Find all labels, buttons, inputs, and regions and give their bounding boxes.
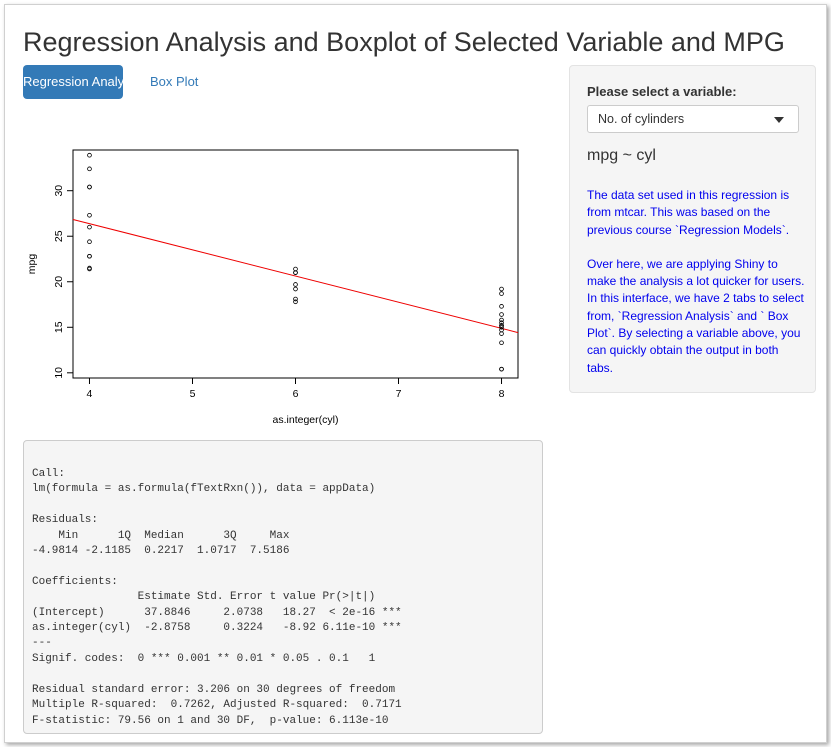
x-tick-label: 8 <box>499 388 505 400</box>
data-point <box>293 286 298 292</box>
sidebar-panel: Please select a variable: No. of cylinde… <box>569 65 816 393</box>
app-window: Regression Analysis and Boxplot of Selec… <box>4 4 827 743</box>
x-tick-label: 4 <box>87 388 93 400</box>
data-point <box>293 270 298 275</box>
fit-line <box>72 218 519 334</box>
y-tick-label: 10 <box>53 367 65 379</box>
y-tick-label: 25 <box>53 230 65 242</box>
data-point <box>293 266 298 272</box>
data-point <box>499 340 504 346</box>
y-tick-label: 30 <box>53 185 65 197</box>
data-point <box>293 299 298 305</box>
description: The data set used in this regression is … <box>587 187 807 394</box>
variable-select-value: No. of cylinders <box>598 112 685 126</box>
data-point <box>87 166 92 172</box>
y-axis-label: mpg <box>26 254 38 275</box>
data-point <box>87 212 92 218</box>
data-point <box>499 312 504 317</box>
data-point <box>499 286 504 292</box>
data-point <box>499 317 504 323</box>
regression-summary-output: Call: lm(formula = as.formula(fTextRxn()… <box>23 440 543 734</box>
data-point <box>87 224 92 230</box>
data-point <box>293 282 298 287</box>
description-paragraph-2: Over here, we are applying Shiny to make… <box>587 256 805 375</box>
x-tick-label: 5 <box>190 388 196 400</box>
data-point <box>499 366 504 372</box>
data-point <box>499 320 504 326</box>
plot-frame <box>72 149 519 379</box>
data-point <box>499 323 504 328</box>
x-tick-label: 6 <box>293 388 299 400</box>
regression-summary-text: Call: lm(formula = as.formula(fTextRxn()… <box>32 468 402 727</box>
data-point <box>293 296 298 302</box>
description-paragraph-1: The data set used in this regression is … <box>587 188 790 237</box>
tab-regression-analysis[interactable]: Regression Analysis <box>23 65 140 99</box>
data-point <box>499 291 504 296</box>
x-axis-label: as.integer(cyl) <box>273 414 339 426</box>
regression-scatter-plot: 4 5 6 7 8 10 15 20 25 30 as.integer(cyl) mpg <box>26 149 519 426</box>
variable-select-label: Please select a variable: <box>587 84 737 99</box>
tab-box-plot[interactable]: Box Plot <box>150 74 199 89</box>
y-tick-label: 15 <box>53 321 65 333</box>
model-formula: mpg ~ cyl <box>587 147 656 164</box>
variable-select[interactable]: No. of cylinders <box>587 105 799 133</box>
data-point <box>499 324 504 330</box>
data-point <box>499 304 504 309</box>
page-title: Regression Analysis and Boxplot of Selec… <box>23 27 785 57</box>
x-tick-label: 7 <box>396 388 402 400</box>
y-tick-label: 20 <box>53 276 65 288</box>
data-point <box>87 253 92 259</box>
data-point <box>87 152 92 158</box>
data-point <box>87 184 92 190</box>
data-point <box>499 331 504 336</box>
data-point <box>87 239 92 244</box>
data-point <box>87 266 92 272</box>
caret-down-icon <box>774 117 784 123</box>
data-point <box>499 327 504 333</box>
